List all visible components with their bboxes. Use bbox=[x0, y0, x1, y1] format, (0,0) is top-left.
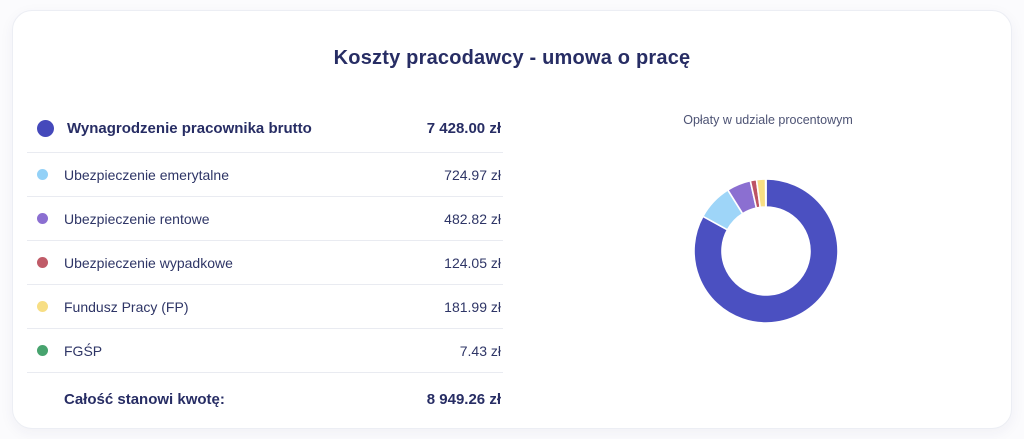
row-value: 181.99 zł bbox=[444, 298, 501, 315]
row-label: FGŚP bbox=[64, 342, 103, 359]
row-value: 7.43 zł bbox=[459, 342, 501, 359]
legend-dot-labor-fund bbox=[37, 301, 48, 312]
chart-caption: Opłaty w udziale procentowym bbox=[683, 113, 853, 127]
row-value: 7 428.00 zł bbox=[426, 120, 501, 137]
row-label: Ubezpieczenie wypadkowe bbox=[64, 254, 233, 271]
row-label: Ubezpieczenie emerytalne bbox=[64, 166, 229, 183]
row-label: Fundusz Pracy (FP) bbox=[64, 298, 189, 315]
table-row-accident-insurance: Ubezpieczenie wypadkowe 124.05 zł bbox=[27, 241, 503, 285]
employer-costs-card: Koszty pracodawcy - umowa o pracę Wynagr… bbox=[12, 10, 1012, 429]
chart-area: Opłaty w udziale procentowym bbox=[573, 105, 993, 415]
legend-dot-fgsp bbox=[37, 345, 48, 356]
row-value: 482.82 zł bbox=[444, 210, 501, 227]
row-label: Ubezpieczenie rentowe bbox=[64, 210, 210, 227]
legend-dot-disability bbox=[37, 213, 48, 224]
table-row-gross-salary: Wynagrodzenie pracownika brutto 7 428.00… bbox=[27, 105, 503, 153]
legend-dot-accident bbox=[37, 257, 48, 268]
table-row-pension-insurance: Ubezpieczenie emerytalne 724.97 zł bbox=[27, 153, 503, 197]
page-title: Koszty pracodawcy - umowa o pracę bbox=[333, 47, 691, 69]
row-value: 124.05 zł bbox=[444, 254, 501, 271]
table-row-labor-fund: Fundusz Pracy (FP) 181.99 zł bbox=[27, 285, 503, 329]
row-label: Wynagrodzenie pracownika brutto bbox=[67, 120, 312, 137]
donut-chart bbox=[681, 166, 851, 336]
table-row-total: Całość stanowi kwotę: 8 949.26 zł bbox=[27, 373, 503, 425]
table-row-disability-insurance: Ubezpieczenie rentowe 482.82 zł bbox=[27, 197, 503, 241]
legend-dot-pension bbox=[37, 169, 48, 180]
donut-chart-svg bbox=[693, 178, 839, 324]
donut-slice-0[interactable] bbox=[693, 178, 839, 324]
total-label: Całość stanowi kwotę: bbox=[64, 390, 225, 408]
row-value: 724.97 zł bbox=[444, 166, 501, 183]
total-value: 8 949.26 zł bbox=[426, 390, 501, 408]
cost-table: Wynagrodzenie pracownika brutto 7 428.00… bbox=[27, 105, 503, 425]
table-row-fgsp: FGŚP 7.43 zł bbox=[27, 329, 503, 373]
legend-dot-gross-salary bbox=[37, 120, 54, 137]
